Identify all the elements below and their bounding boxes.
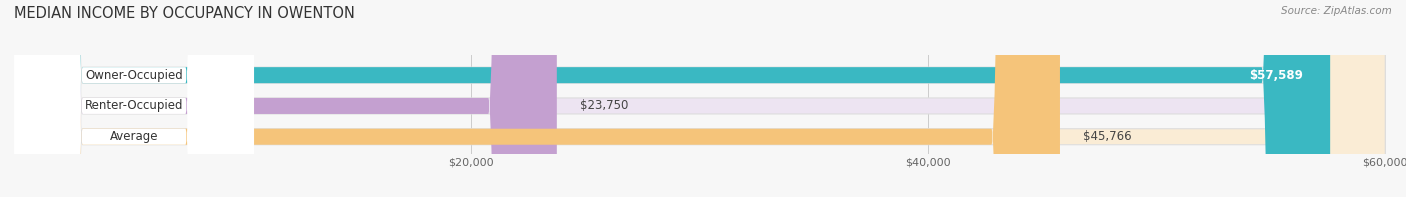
FancyBboxPatch shape [14, 0, 1385, 197]
FancyBboxPatch shape [14, 0, 1330, 197]
FancyBboxPatch shape [14, 0, 557, 197]
FancyBboxPatch shape [14, 0, 254, 197]
Text: Renter-Occupied: Renter-Occupied [84, 99, 183, 112]
Text: Owner-Occupied: Owner-Occupied [86, 69, 183, 82]
Text: $57,589: $57,589 [1249, 69, 1303, 82]
Text: $45,766: $45,766 [1083, 130, 1132, 143]
FancyBboxPatch shape [14, 0, 1385, 197]
Text: Average: Average [110, 130, 159, 143]
FancyBboxPatch shape [14, 0, 254, 197]
FancyBboxPatch shape [14, 0, 254, 197]
Text: $23,750: $23,750 [579, 99, 628, 112]
Text: MEDIAN INCOME BY OCCUPANCY IN OWENTON: MEDIAN INCOME BY OCCUPANCY IN OWENTON [14, 6, 354, 21]
FancyBboxPatch shape [14, 0, 1060, 197]
Text: Source: ZipAtlas.com: Source: ZipAtlas.com [1281, 6, 1392, 16]
FancyBboxPatch shape [14, 0, 1385, 197]
